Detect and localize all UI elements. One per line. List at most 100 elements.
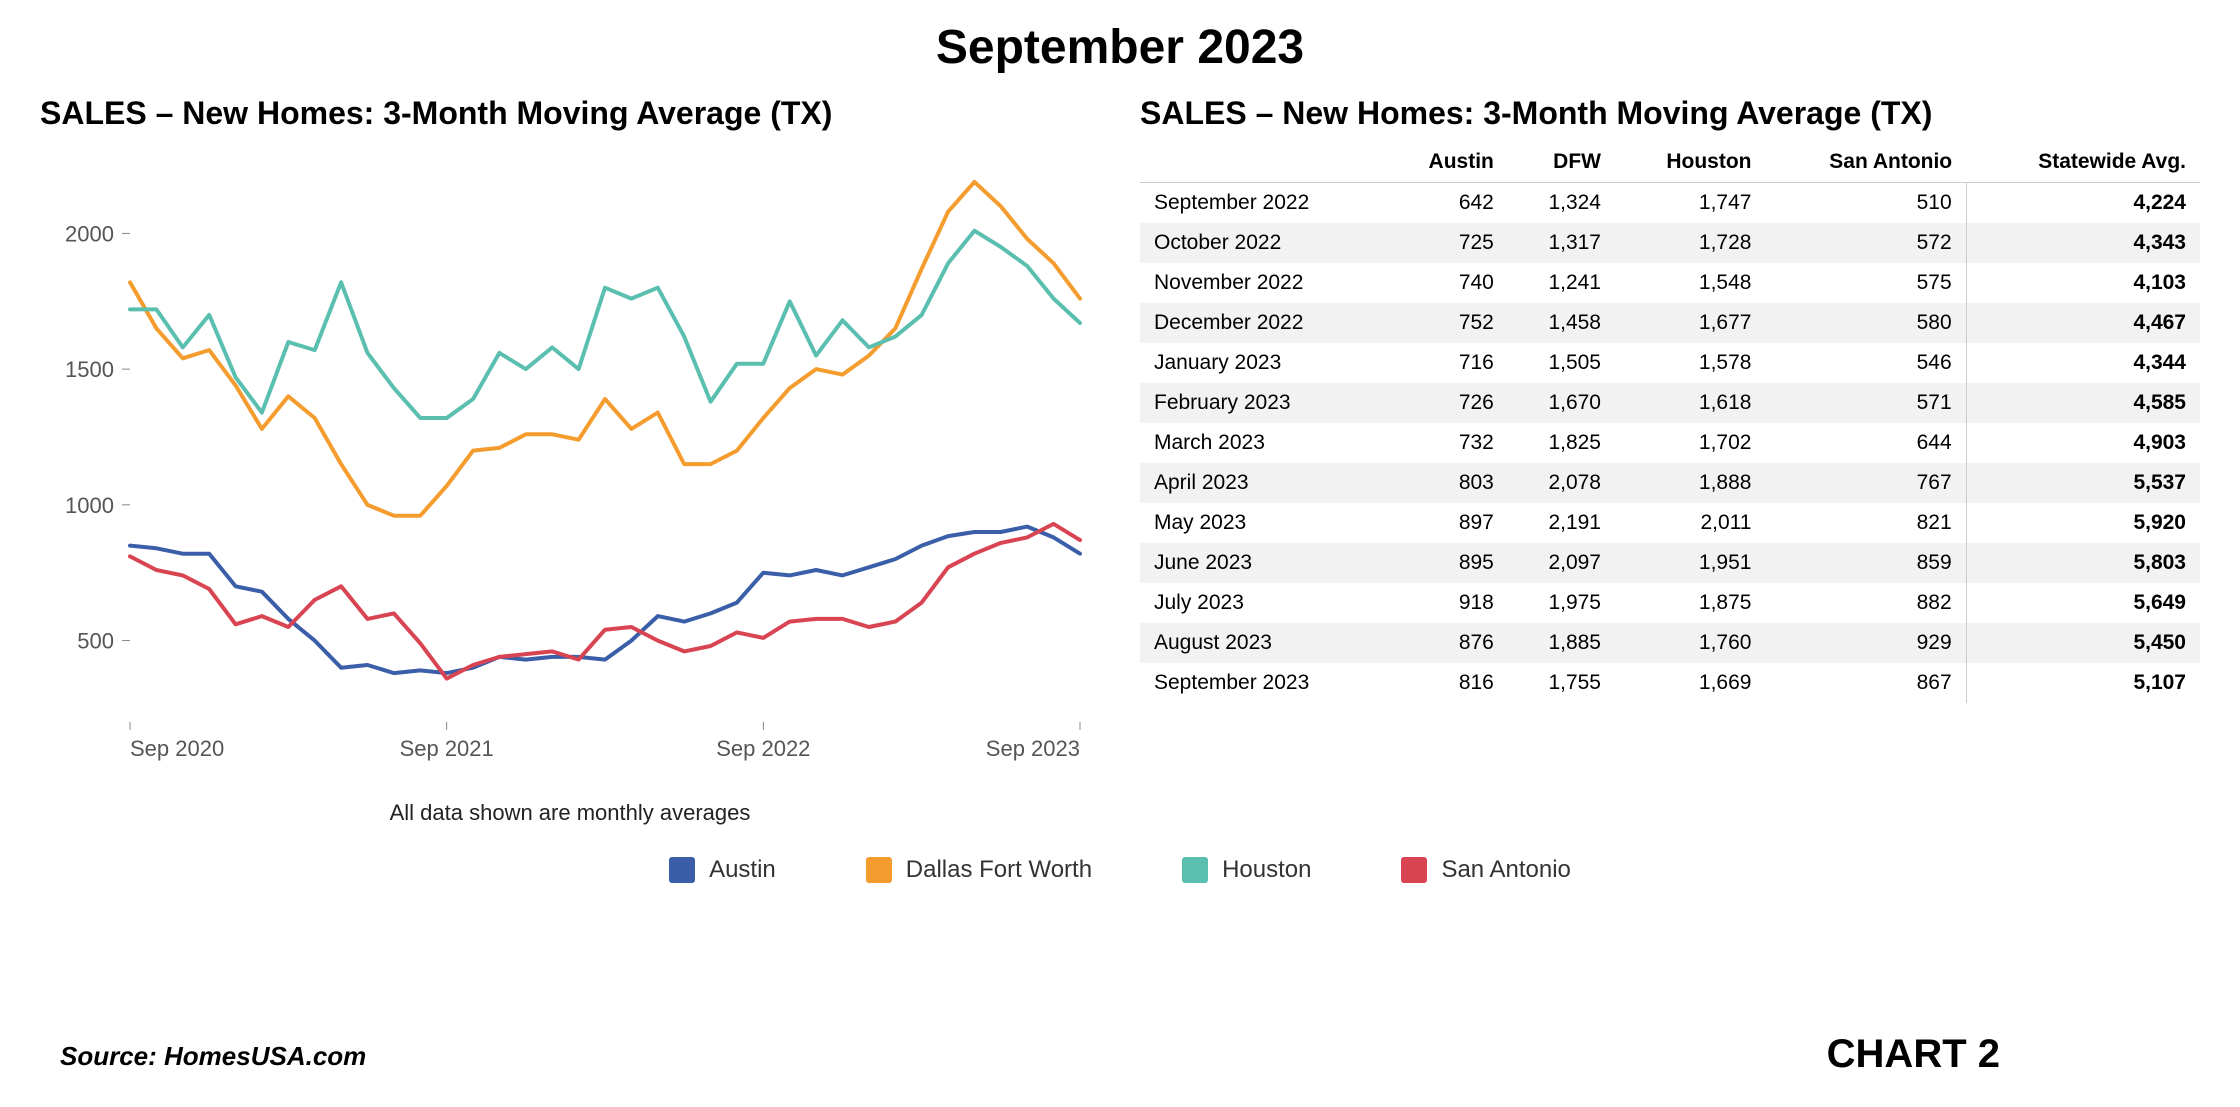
chart-caption: All data shown are monthly averages xyxy=(40,800,1100,826)
table-cell: 644 xyxy=(1765,423,1966,463)
table-cell: 5,450 xyxy=(1966,623,2200,663)
table-cell: 897 xyxy=(1384,503,1508,543)
table-cell: 725 xyxy=(1384,223,1508,263)
table-cell: 5,107 xyxy=(1966,663,2200,703)
table-cell: 1,975 xyxy=(1508,583,1615,623)
table-cell: 1,578 xyxy=(1615,343,1765,383)
table-cell: 510 xyxy=(1765,183,1966,224)
table-row: September 20226421,3241,7475104,224 xyxy=(1140,183,2200,224)
legend-label: Austin xyxy=(709,856,776,884)
table-header-cell: Statewide Avg. xyxy=(1966,142,2200,183)
table-cell: 2,011 xyxy=(1615,503,1765,543)
table-cell: 1,875 xyxy=(1615,583,1765,623)
table-row: November 20227401,2411,5485754,103 xyxy=(1140,263,2200,303)
table-cell: 821 xyxy=(1765,503,1966,543)
table-cell: 4,343 xyxy=(1966,223,2200,263)
table-cell: 1,670 xyxy=(1508,383,1615,423)
legend-item: San Antonio xyxy=(1401,856,1570,884)
table-cell: 1,677 xyxy=(1615,303,1765,343)
table-header-cell: Austin xyxy=(1384,142,1508,183)
table-cell: 803 xyxy=(1384,463,1508,503)
chart-column: SALES – New Homes: 3-Month Moving Averag… xyxy=(40,95,1100,826)
table-cell: 1,241 xyxy=(1508,263,1615,303)
table-cell: 1,747 xyxy=(1615,183,1765,224)
table-header-cell: Houston xyxy=(1615,142,1765,183)
table-header-cell: DFW xyxy=(1508,142,1615,183)
y-tick-label: 1500 xyxy=(65,357,114,382)
table-cell: 1,760 xyxy=(1615,623,1765,663)
table-cell: March 2023 xyxy=(1140,423,1384,463)
table-cell: 1,669 xyxy=(1615,663,1765,703)
table-cell: 1,618 xyxy=(1615,383,1765,423)
legend-item: Houston xyxy=(1182,856,1311,884)
table-cell: 859 xyxy=(1765,543,1966,583)
table-cell: September 2023 xyxy=(1140,663,1384,703)
table-row: October 20227251,3171,7285724,343 xyxy=(1140,223,2200,263)
legend-swatch xyxy=(1182,857,1208,883)
table-cell: 1,324 xyxy=(1508,183,1615,224)
table-cell: 546 xyxy=(1765,343,1966,383)
table-cell: 1,702 xyxy=(1615,423,1765,463)
source-text: Source: HomesUSA.com xyxy=(60,1041,366,1072)
table-cell: 1,458 xyxy=(1508,303,1615,343)
chart-number-label: CHART 2 xyxy=(1827,1032,2000,1077)
table-cell: 732 xyxy=(1384,423,1508,463)
chart-title: SALES – New Homes: 3-Month Moving Averag… xyxy=(40,95,1100,132)
legend-label: San Antonio xyxy=(1441,856,1570,884)
table-cell: 2,078 xyxy=(1508,463,1615,503)
table-cell: April 2023 xyxy=(1140,463,1384,503)
table-cell: June 2023 xyxy=(1140,543,1384,583)
x-tick-label: Sep 2023 xyxy=(986,736,1080,761)
table-cell: 876 xyxy=(1384,623,1508,663)
series-line xyxy=(130,182,1080,516)
data-table: AustinDFWHoustonSan AntonioStatewide Avg… xyxy=(1140,142,2200,703)
table-cell: May 2023 xyxy=(1140,503,1384,543)
table-cell: 929 xyxy=(1765,623,1966,663)
x-tick-label: Sep 2022 xyxy=(716,736,810,761)
y-tick-label: 500 xyxy=(77,629,114,654)
table-cell: 1,951 xyxy=(1615,543,1765,583)
y-tick-label: 2000 xyxy=(65,221,114,246)
table-cell: 1,885 xyxy=(1508,623,1615,663)
table-cell: 1,728 xyxy=(1615,223,1765,263)
line-chart-svg: 500100015002000Sep 2020Sep 2021Sep 2022S… xyxy=(40,142,1100,792)
legend-swatch xyxy=(669,857,695,883)
table-cell: 5,920 xyxy=(1966,503,2200,543)
line-chart: 500100015002000Sep 2020Sep 2021Sep 2022S… xyxy=(40,142,1100,792)
table-cell: 867 xyxy=(1765,663,1966,703)
legend-label: Houston xyxy=(1222,856,1311,884)
table-cell: 1,755 xyxy=(1508,663,1615,703)
table-cell: January 2023 xyxy=(1140,343,1384,383)
table-cell: 5,649 xyxy=(1966,583,2200,623)
table-cell: 1,888 xyxy=(1615,463,1765,503)
table-cell: 5,803 xyxy=(1966,543,2200,583)
table-cell: 575 xyxy=(1765,263,1966,303)
table-cell: 4,585 xyxy=(1966,383,2200,423)
table-cell: 4,344 xyxy=(1966,343,2200,383)
table-row: June 20238952,0971,9518595,803 xyxy=(1140,543,2200,583)
legend-swatch xyxy=(1401,857,1427,883)
table-column: SALES – New Homes: 3-Month Moving Averag… xyxy=(1140,95,2200,826)
table-cell: November 2022 xyxy=(1140,263,1384,303)
table-cell: 1,505 xyxy=(1508,343,1615,383)
table-cell: 580 xyxy=(1765,303,1966,343)
table-cell: 4,103 xyxy=(1966,263,2200,303)
table-header-cell xyxy=(1140,142,1384,183)
table-row: April 20238032,0781,8887675,537 xyxy=(1140,463,2200,503)
series-line xyxy=(130,231,1080,418)
legend-item: Dallas Fort Worth xyxy=(866,856,1092,884)
table-cell: 4,903 xyxy=(1966,423,2200,463)
table-cell: 767 xyxy=(1765,463,1966,503)
page-title: September 2023 xyxy=(40,20,2200,75)
table-cell: 740 xyxy=(1384,263,1508,303)
table-cell: 816 xyxy=(1384,663,1508,703)
table-cell: 642 xyxy=(1384,183,1508,224)
chart-legend: Austin Dallas Fort Worth Houston San Antoni… xyxy=(40,856,2200,884)
table-cell: 5,537 xyxy=(1966,463,2200,503)
legend-label: Dallas Fort Worth xyxy=(906,856,1092,884)
table-row: March 20237321,8251,7026444,903 xyxy=(1140,423,2200,463)
table-cell: 2,097 xyxy=(1508,543,1615,583)
series-line xyxy=(130,527,1080,674)
table-cell: 726 xyxy=(1384,383,1508,423)
x-tick-label: Sep 2020 xyxy=(130,736,224,761)
